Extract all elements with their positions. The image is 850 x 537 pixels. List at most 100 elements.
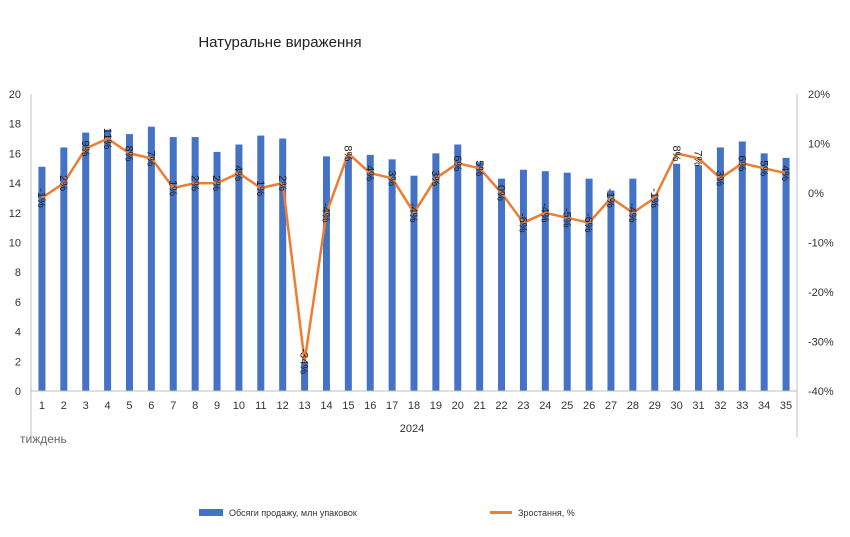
x-tick-label: 12 [277, 400, 289, 412]
growth-data-label: -34% [298, 348, 310, 374]
bar-week-28 [629, 178, 637, 391]
growth-data-label: 3% [429, 170, 441, 186]
bar-week-13 [301, 362, 309, 391]
x-tick-label: 16 [364, 400, 376, 412]
bar-week-29 [651, 194, 659, 391]
growth-data-label: 9% [79, 140, 91, 156]
y2-tick-label: 10% [808, 139, 830, 151]
growth-data-label: 4% [232, 165, 244, 181]
growth-data-label: -4% [538, 203, 550, 223]
x-tick-label: 32 [714, 400, 726, 412]
x-tick-label: 7 [170, 400, 176, 412]
bar-week-3 [82, 132, 90, 392]
growth-data-label: -5% [560, 208, 572, 228]
growth-data-label: -4% [626, 203, 638, 223]
x-tick-label: 21 [474, 400, 486, 412]
bar-week-4 [104, 129, 112, 391]
bar-week-32 [716, 147, 724, 391]
y-tick-label: 2 [15, 356, 21, 368]
bar-week-6 [147, 126, 155, 392]
x-tick-label: 25 [561, 400, 573, 412]
x-tick-label: 3 [83, 400, 89, 412]
bar-week-30 [673, 163, 681, 391]
bar-week-7 [169, 137, 177, 391]
bar-week-11 [257, 135, 265, 391]
growth-data-label: 1% [254, 180, 266, 196]
bar-week-5 [125, 134, 133, 391]
x-tick-label: 2 [61, 400, 67, 412]
growth-data-label: 1% [166, 180, 178, 196]
growth-data-label: 8% [341, 145, 353, 161]
x-tick-label: 4 [105, 400, 111, 412]
growth-data-label: 2% [276, 175, 288, 191]
legend-label-bar: Обсяги продажу, млн упаковок [229, 508, 357, 518]
x-tick-label: 22 [495, 400, 507, 412]
x-tick-label: 13 [298, 400, 310, 412]
bar-week-25 [563, 172, 571, 391]
y2-tick-label: -20% [808, 287, 834, 299]
growth-data-label: 4% [363, 165, 375, 181]
bar-week-12 [279, 138, 287, 391]
x-tick-label: 11 [255, 400, 266, 412]
growth-data-label: -4% [320, 203, 332, 223]
y-tick-label: 16 [9, 148, 21, 160]
bar-week-22 [498, 178, 506, 391]
growth-data-label: 6% [451, 155, 463, 171]
legend-label-line: Зростання, % [518, 508, 575, 518]
x-tick-label: 18 [408, 400, 420, 412]
bar-week-21 [476, 162, 484, 391]
y-tick-label: 12 [9, 208, 21, 220]
bar-week-24 [541, 171, 549, 391]
x-tick-label: 29 [649, 400, 661, 412]
growth-data-label: -6% [582, 213, 594, 233]
growth-data-label: 6% [735, 155, 747, 171]
bar-week-18 [410, 175, 418, 391]
growth-data-label: -6% [517, 213, 529, 233]
y-tick-label: 18 [9, 119, 21, 131]
growth-data-label: 5% [473, 160, 485, 176]
x-tick-label: 5 [126, 400, 132, 412]
x-tick-label: 8 [192, 400, 198, 412]
x-tick-label: 27 [605, 400, 617, 412]
x-tick-label: 34 [758, 400, 770, 412]
growth-data-label: -1% [648, 188, 660, 208]
y-tick-label: 6 [15, 297, 21, 309]
growth-data-label: 7% [145, 150, 157, 166]
x-tick-label: 31 [692, 400, 704, 412]
x-tick-label: 9 [214, 400, 220, 412]
y2-tick-label: 0% [808, 188, 824, 200]
bar-week-31 [695, 165, 703, 391]
legend-swatch-bar [199, 509, 223, 516]
x-tick-label: 28 [627, 400, 639, 412]
y2-tick-label: -40% [808, 386, 834, 398]
growth-data-label: 8% [123, 145, 135, 161]
y-tick-label: 10 [9, 238, 21, 250]
x-tick-label: 24 [539, 400, 551, 412]
y-tick-label: 0 [15, 386, 21, 398]
x-tick-label: 23 [517, 400, 529, 412]
y2-tick-label: -30% [808, 337, 834, 349]
growth-data-label: 11% [101, 128, 113, 149]
bar-week-1 [38, 166, 46, 391]
x-tick-label: 20 [452, 400, 464, 412]
bar-week-8 [191, 137, 199, 391]
bar-week-20 [454, 144, 462, 391]
bar-week-19 [432, 153, 440, 391]
bar-week-27 [607, 190, 615, 391]
x-tick-label: 14 [320, 400, 332, 412]
growth-data-label: 7% [692, 150, 704, 166]
y2-tick-label: -10% [808, 238, 834, 250]
growth-data-label: -1% [35, 188, 47, 208]
y-tick-label: 4 [15, 327, 21, 339]
chart-title: Натуральне вираження [198, 34, 361, 51]
growth-data-label: 2% [57, 175, 69, 191]
category-group-label: 2024 [400, 423, 424, 435]
growth-data-label: 8% [670, 145, 682, 161]
x-tick-label: 19 [430, 400, 442, 412]
y-tick-label: 14 [9, 178, 21, 190]
x-tick-label: 1 [39, 400, 45, 412]
y-tick-label: 8 [15, 267, 21, 279]
bar-week-16 [366, 154, 374, 391]
